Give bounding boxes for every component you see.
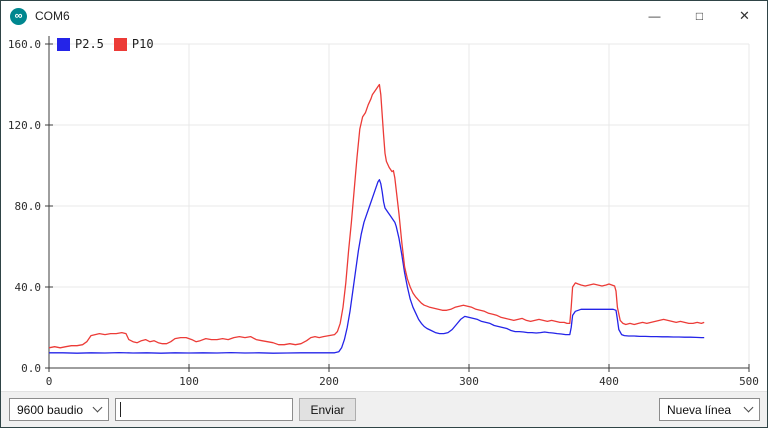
line-ending-select[interactable]: Nueva línea — [659, 398, 760, 421]
chevron-down-icon — [92, 402, 103, 413]
series-color-swatch — [113, 37, 127, 51]
arduino-app-icon: ∞ — [10, 7, 27, 25]
svg-text:100: 100 — [179, 375, 199, 388]
chart-legend: P2.5 P10 — [57, 37, 154, 51]
svg-text:0.0: 0.0 — [21, 362, 41, 375]
baud-rate-select[interactable]: 9600 baudio — [9, 398, 109, 421]
svg-text:500: 500 — [739, 375, 759, 388]
svg-text:0: 0 — [46, 375, 53, 388]
svg-text:400: 400 — [599, 375, 619, 388]
legend-item: P2.5 — [57, 37, 104, 51]
chevron-down-icon — [743, 402, 754, 413]
chart-svg: 0.0 40.0 80.0 120.0 160.0 0 100 200 300 400 500 — [8, 36, 759, 388]
send-button-label: Enviar — [310, 402, 345, 417]
svg-text:120.0: 120.0 — [8, 119, 41, 132]
send-input[interactable] — [115, 398, 293, 421]
minimize-icon: — — [648, 9, 661, 23]
svg-text:160.0: 160.0 — [8, 38, 41, 51]
close-icon: ✕ — [739, 8, 750, 23]
line-ending-value: Nueva línea — [667, 402, 732, 417]
window-controls: — □ ✕ — [632, 1, 767, 31]
plot-region: 0.0 40.0 80.0 120.0 160.0 0 100 200 300 400 500 P2… — [1, 31, 767, 391]
svg-text:200: 200 — [319, 375, 339, 388]
title-bar: ∞ COM6 — □ ✕ — [1, 1, 767, 31]
close-button[interactable]: ✕ — [722, 1, 767, 31]
series-color-swatch — [57, 37, 70, 51]
infinity-glyph: ∞ — [14, 9, 23, 22]
svg-text:80.0: 80.0 — [15, 200, 42, 213]
send-button[interactable]: Enviar — [299, 398, 356, 421]
maximize-icon: □ — [695, 9, 704, 23]
legend-label: P10 — [131, 37, 154, 51]
window-title: COM6 — [35, 9, 70, 23]
svg-text:300: 300 — [459, 375, 479, 388]
svg-text:40.0: 40.0 — [15, 281, 42, 294]
text-caret — [120, 402, 121, 417]
legend-item: P10 — [113, 37, 154, 51]
minimize-button[interactable]: — — [632, 1, 677, 31]
baud-rate-value: 9600 baudio — [17, 402, 84, 417]
legend-label: P2.5 — [75, 37, 104, 51]
bottom-toolbar: 9600 baudio Enviar Nueva línea — [1, 391, 767, 427]
maximize-button[interactable]: □ — [677, 1, 722, 31]
